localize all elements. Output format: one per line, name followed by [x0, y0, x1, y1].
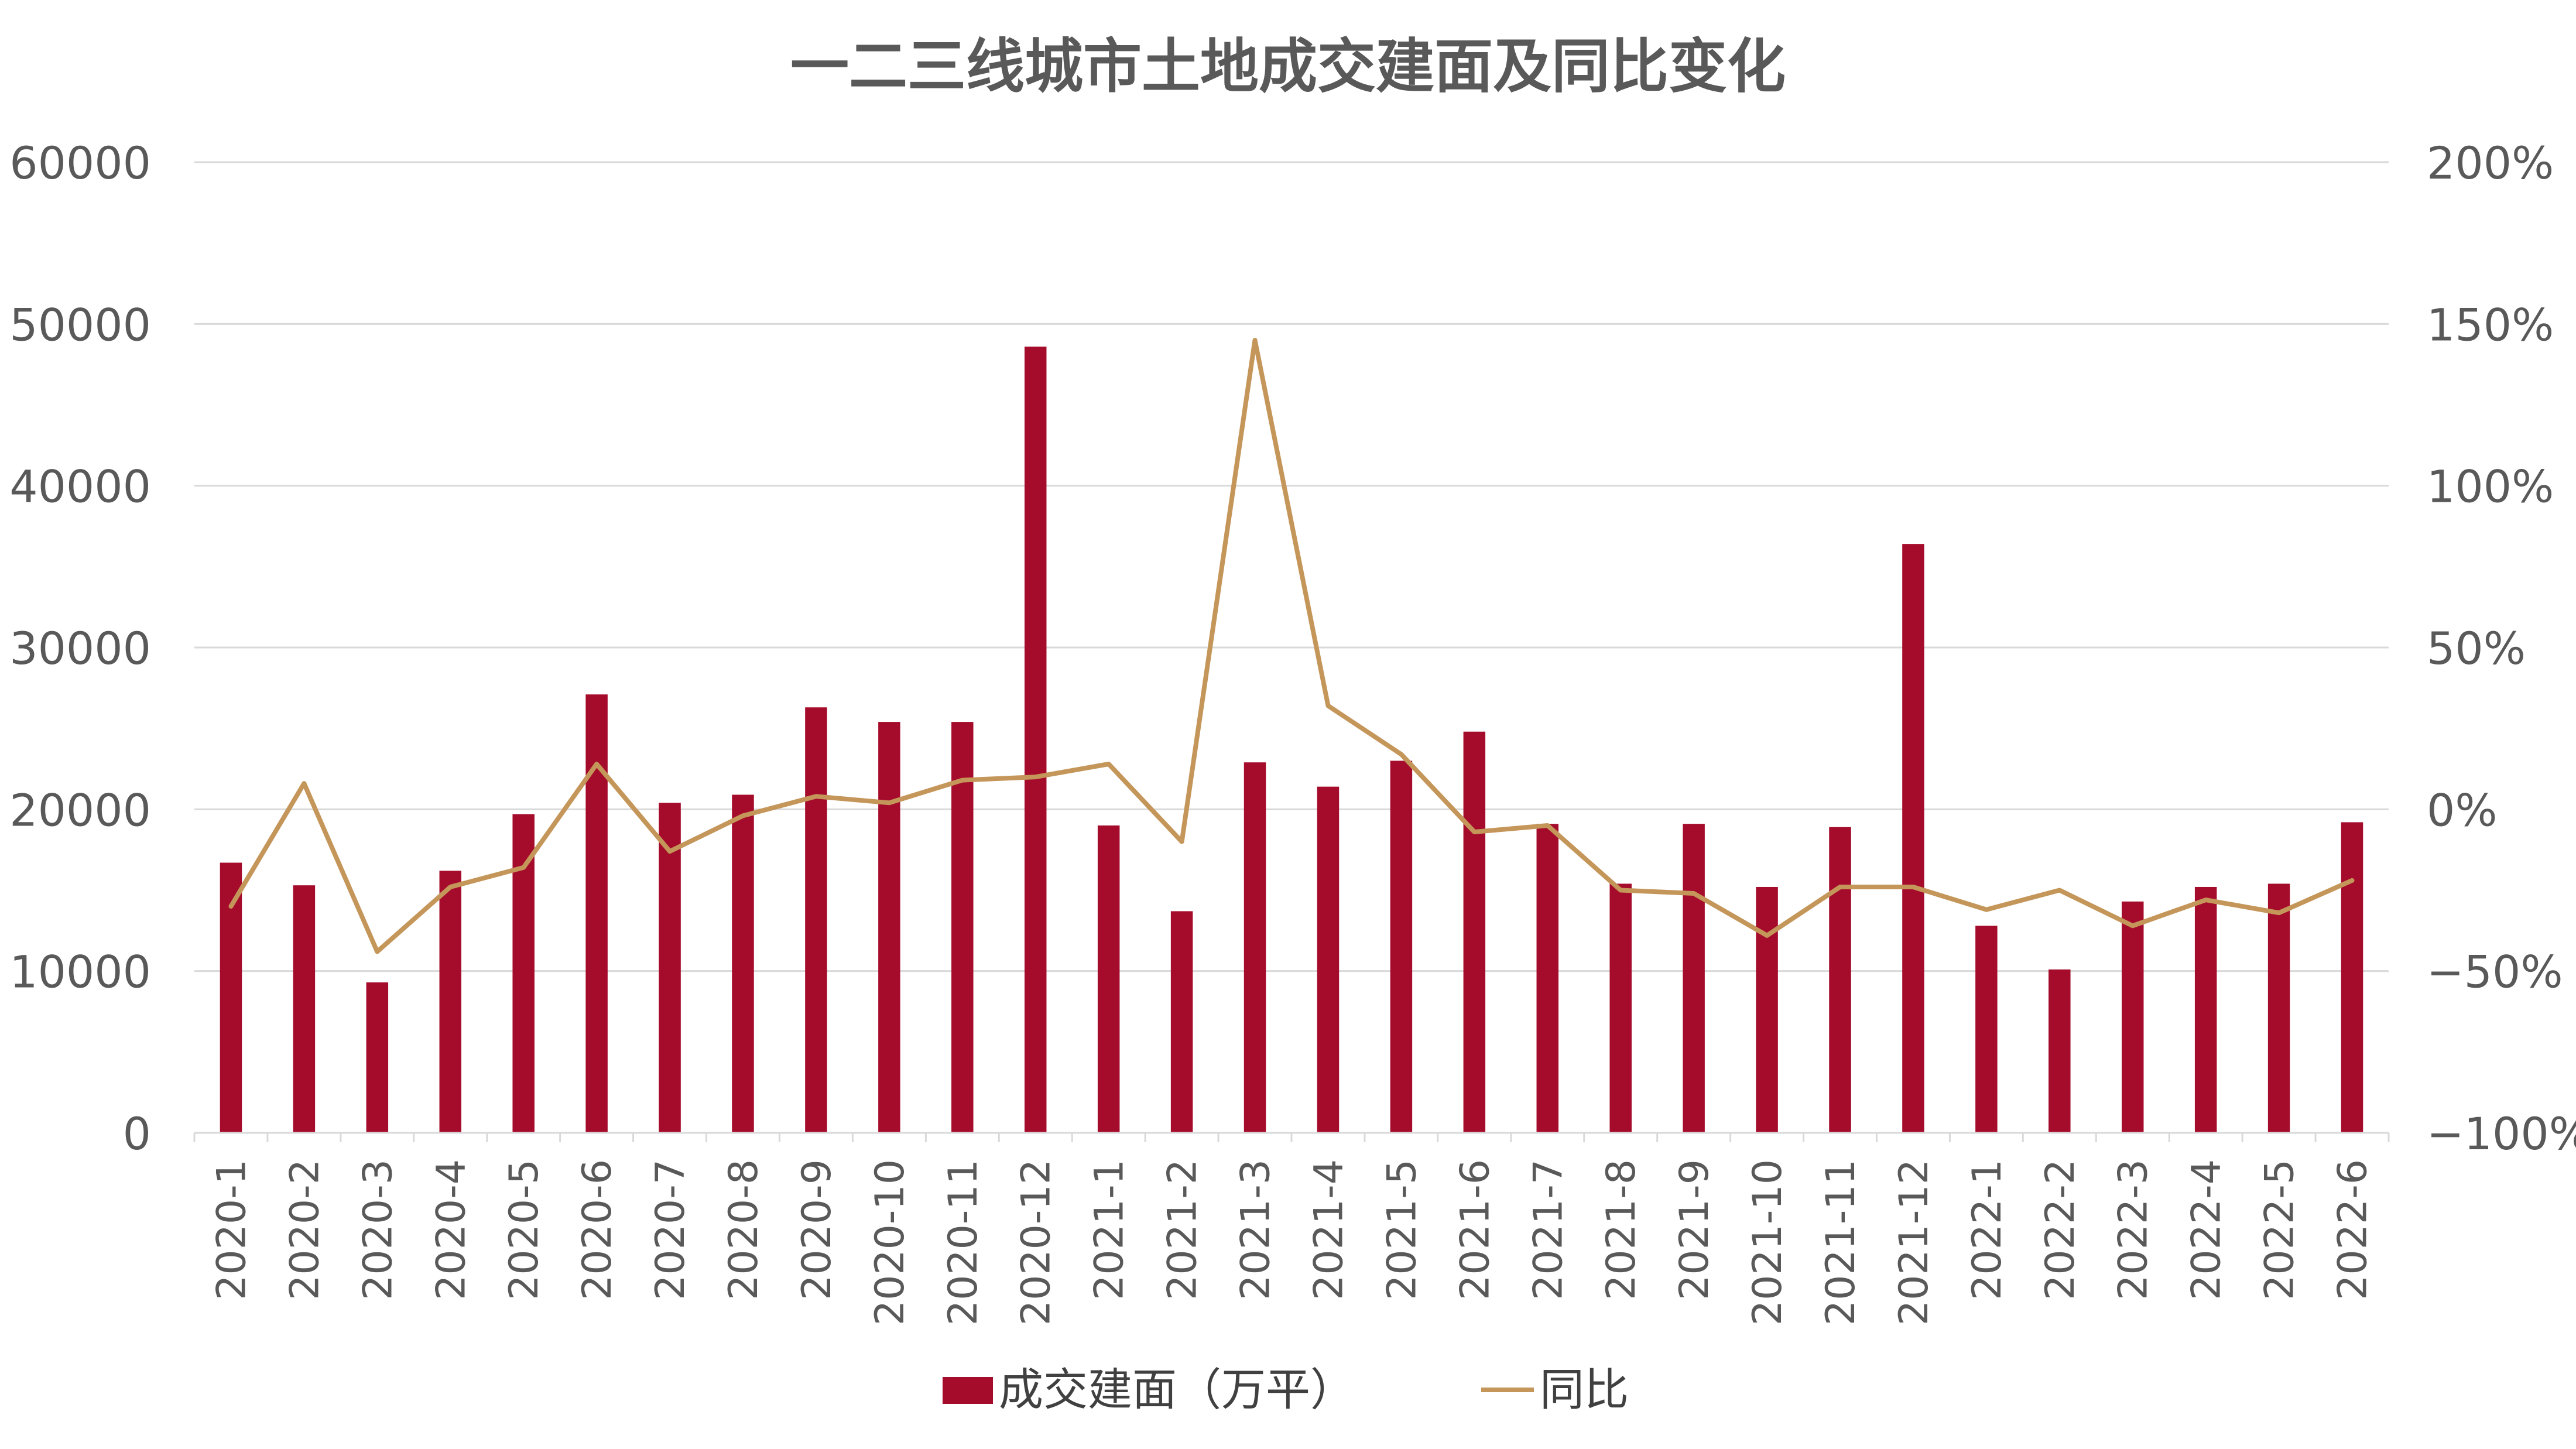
- bar: [1975, 926, 1998, 1133]
- bar: [659, 803, 681, 1133]
- bar: [805, 707, 827, 1133]
- y-left-tick-label: 60000: [9, 137, 151, 189]
- bar: [1024, 347, 1047, 1133]
- legend-swatch-bar: [943, 1377, 993, 1404]
- y-right-tick-label: 50%: [2427, 622, 2526, 674]
- x-tick-label: 2020-4: [428, 1159, 474, 1300]
- y-left-tick-label: 10000: [9, 946, 151, 998]
- x-tick-label: 2020-6: [574, 1159, 621, 1300]
- x-tick-label: 2020-9: [794, 1159, 840, 1300]
- bar: [1097, 825, 1120, 1133]
- x-tick-label: 2022-4: [2184, 1159, 2230, 1300]
- x-tick-label: 2021-1: [1087, 1159, 1133, 1300]
- y-left-tick-label: 50000: [9, 299, 151, 351]
- bar-series: [220, 347, 2363, 1133]
- y-right-tick-label: −50%: [2427, 946, 2563, 998]
- y-right-tick-label: 0%: [2427, 784, 2498, 836]
- x-tick-label: 2020-5: [501, 1159, 547, 1300]
- x-tick-label: 2022-3: [2111, 1159, 2157, 1300]
- bar: [878, 722, 900, 1133]
- bar: [1536, 824, 1559, 1133]
- bar: [732, 794, 754, 1133]
- bar: [1170, 911, 1193, 1133]
- x-tick-label: 2020-8: [721, 1159, 767, 1300]
- legend-label-bar: 成交建面（万平）: [999, 1364, 1355, 1416]
- x-tick-label: 2020-7: [648, 1159, 694, 1300]
- bar: [439, 871, 462, 1133]
- bar: [2267, 883, 2290, 1133]
- x-tick-label: 2022-1: [1964, 1159, 2010, 1300]
- bar: [1683, 824, 1705, 1133]
- x-tick-label: 2020-12: [1013, 1159, 1060, 1325]
- bar: [1756, 886, 1778, 1133]
- bar: [585, 694, 608, 1133]
- bar: [366, 982, 389, 1133]
- chart-title: 一二三线城市土地成交建面及同比变化: [790, 32, 1786, 101]
- bar: [293, 885, 316, 1133]
- x-axis: [193, 1132, 2390, 1142]
- legend-label-line: 同比: [1540, 1364, 1629, 1416]
- bar: [2121, 901, 2144, 1133]
- x-tick-label: 2020-11: [940, 1159, 986, 1325]
- x-tick-label: 2022-6: [2330, 1159, 2376, 1300]
- legend: 成交建面（万平） 同比: [943, 1364, 1629, 1416]
- line-series: [228, 338, 2355, 954]
- bar: [1902, 544, 1924, 1133]
- x-axis-labels: 2020-1 2020-2 2020-3 2020-4 2020-5 2020-6 2020…: [208, 1159, 2376, 1325]
- y-right-tick-label: 200%: [2427, 137, 2554, 189]
- y-left-tick-label: 20000: [9, 784, 151, 836]
- bar: [2194, 886, 2217, 1133]
- x-tick-label: 2020-1: [208, 1159, 255, 1300]
- bar: [512, 814, 535, 1133]
- bar: [1390, 761, 1413, 1133]
- x-tick-label: 2021-6: [1452, 1159, 1498, 1300]
- x-tick-label: 2021-4: [1306, 1159, 1352, 1300]
- y-left-tick-label: 0: [123, 1108, 151, 1160]
- bar: [1463, 731, 1486, 1133]
- y-left-tick-label: 40000: [9, 461, 151, 513]
- grid-lines: [194, 161, 2389, 972]
- x-tick-label: 2021-3: [1233, 1159, 1279, 1300]
- bar: [2049, 969, 2071, 1133]
- x-tick-label: 2021-2: [1160, 1159, 1206, 1300]
- x-tick-label: 2020-2: [282, 1159, 328, 1300]
- y-axis-left: 0 10000 20000 30000 40000 50000 60000: [9, 137, 151, 1160]
- x-tick-label: 2021-8: [1598, 1159, 1645, 1300]
- x-tick-label: 2022-5: [2257, 1159, 2303, 1300]
- y-right-tick-label: 150%: [2427, 299, 2554, 351]
- bar: [951, 722, 974, 1133]
- bar: [1317, 786, 1340, 1133]
- y-left-tick-label: 30000: [9, 622, 151, 674]
- y-axis-right: −100% −50% 0% 50% 100% 150% 200%: [2427, 137, 2576, 1160]
- bar: [1244, 762, 1266, 1133]
- x-tick-label: 2021-10: [1745, 1159, 1791, 1325]
- line-series-path: [228, 338, 2355, 954]
- x-tick-label: 2021-9: [1671, 1159, 1718, 1300]
- bar: [2341, 822, 2363, 1133]
- x-tick-label: 2020-10: [867, 1159, 913, 1325]
- y-right-tick-label: 100%: [2427, 461, 2554, 513]
- bar: [1829, 827, 1851, 1133]
- x-tick-label: 2021-5: [1379, 1159, 1425, 1300]
- x-tick-label: 2020-3: [355, 1159, 401, 1300]
- y-right-tick-label: −100%: [2427, 1108, 2576, 1160]
- x-tick-label: 2021-7: [1525, 1159, 1571, 1300]
- bar: [1609, 883, 1632, 1133]
- x-tick-label: 2022-2: [2037, 1159, 2084, 1300]
- x-tick-label: 2021-12: [1891, 1159, 1937, 1325]
- x-tick-label: 2021-11: [1818, 1159, 1864, 1325]
